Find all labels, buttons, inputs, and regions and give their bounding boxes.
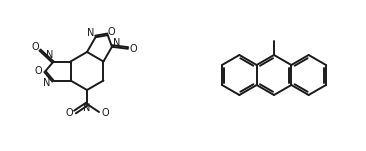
Text: O: O	[129, 44, 137, 54]
Text: N: N	[113, 38, 121, 48]
Text: N: N	[46, 50, 53, 59]
Text: N: N	[43, 77, 50, 87]
Text: O: O	[108, 27, 116, 37]
Text: N: N	[83, 103, 91, 113]
Text: N: N	[87, 28, 94, 38]
Text: O: O	[32, 42, 40, 51]
Text: O: O	[35, 66, 42, 76]
Text: O: O	[101, 108, 109, 118]
Text: O: O	[65, 108, 73, 118]
